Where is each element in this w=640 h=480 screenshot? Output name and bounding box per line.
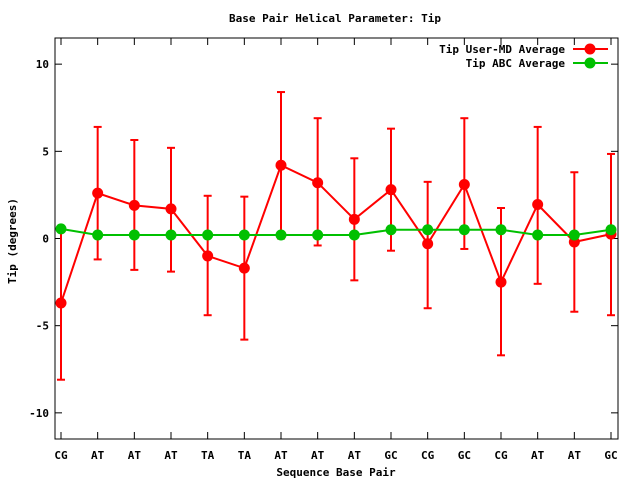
x-tick-label: GC xyxy=(384,449,397,462)
y-tick-label: 5 xyxy=(42,145,49,158)
data-point xyxy=(92,229,104,241)
legend-marker xyxy=(584,57,596,69)
y-tick-label: 0 xyxy=(42,233,49,246)
y-tick-label: -5 xyxy=(36,320,49,333)
data-point xyxy=(385,224,397,236)
y-tick-label: 10 xyxy=(36,58,49,71)
x-tick-label: AT xyxy=(348,449,362,462)
x-tick-label: AT xyxy=(274,449,288,462)
data-point xyxy=(238,229,250,241)
data-point xyxy=(605,224,617,236)
legend-marker xyxy=(584,43,596,55)
x-tick-label: CG xyxy=(54,449,68,462)
data-point xyxy=(348,229,360,241)
data-point xyxy=(348,213,360,225)
x-tick-label: CG xyxy=(494,449,508,462)
series-2 xyxy=(55,223,617,241)
y-tick-label: -10 xyxy=(29,407,49,420)
data-point xyxy=(55,297,67,309)
data-point xyxy=(385,184,397,196)
data-point xyxy=(568,229,580,241)
data-point xyxy=(422,224,434,236)
axis-ticks: -10 -5 0 5 10 CG AT AT AT TA TA AT AT AT GC CG GC CG AT AT G… xyxy=(29,38,618,462)
y-axis-label: Tip (degrees) xyxy=(6,198,19,284)
data-point xyxy=(532,199,544,211)
data-point xyxy=(458,178,470,190)
data-point xyxy=(128,229,140,241)
series-layer xyxy=(55,91,617,381)
x-tick-label: GC xyxy=(604,449,617,462)
legend-label: Tip User-MD Average xyxy=(439,43,565,56)
x-tick-label: AT xyxy=(91,449,105,462)
x-tick-label: CG xyxy=(421,449,435,462)
series-line xyxy=(60,227,612,237)
x-tick-label: AT xyxy=(311,449,325,462)
x-tick-label: TA xyxy=(201,449,215,462)
x-tick-label: GC xyxy=(458,449,471,462)
data-point xyxy=(458,224,470,236)
x-axis-label: Sequence Base Pair xyxy=(276,466,396,479)
x-tick-label: AT xyxy=(568,449,582,462)
data-point xyxy=(202,229,214,241)
chart-title: Base Pair Helical Parameter: Tip xyxy=(229,12,441,25)
x-tick-label: AT xyxy=(164,449,178,462)
x-tick-label: AT xyxy=(531,449,545,462)
data-point xyxy=(312,177,324,189)
data-point xyxy=(92,187,104,199)
data-point xyxy=(275,159,287,171)
data-point xyxy=(55,223,67,235)
data-point xyxy=(495,276,507,288)
x-tick-label: TA xyxy=(238,449,252,462)
x-tick-label: AT xyxy=(128,449,142,462)
data-point xyxy=(495,224,507,236)
data-point xyxy=(238,262,250,274)
data-point xyxy=(128,199,140,211)
data-point xyxy=(165,203,177,215)
data-point xyxy=(275,229,287,241)
data-point xyxy=(165,229,177,241)
data-point xyxy=(532,229,544,241)
data-point xyxy=(312,229,324,241)
data-point xyxy=(422,238,434,250)
series-line xyxy=(60,163,612,304)
data-point xyxy=(202,250,214,262)
legend-label: Tip ABC Average xyxy=(466,57,566,70)
